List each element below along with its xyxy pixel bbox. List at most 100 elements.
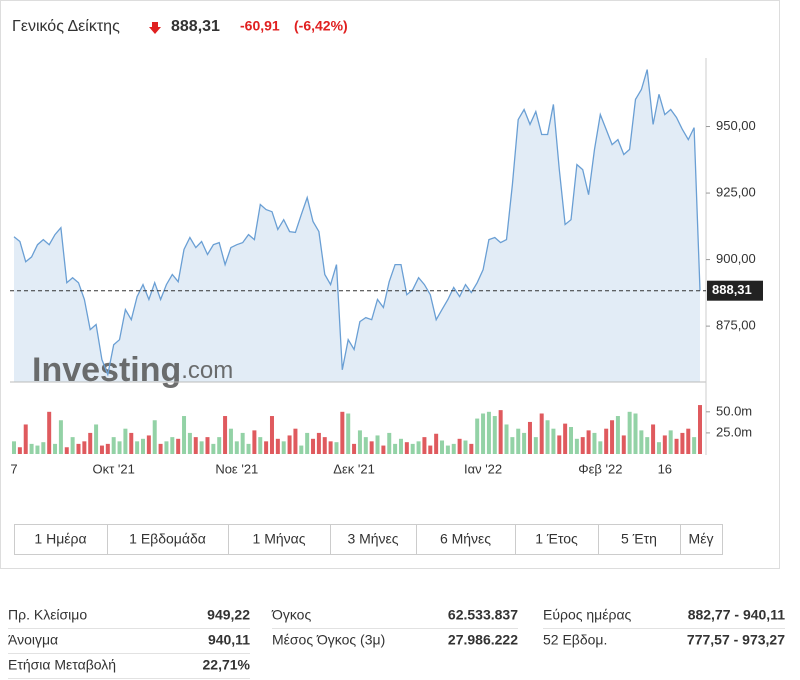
range-button-box[interactable] [515, 524, 599, 555]
range-button[interactable]: 5 Έτη [598, 524, 681, 555]
stat-label: 52 Εβδομ. [543, 632, 607, 648]
volume-bar [269, 416, 274, 454]
volume-bar [311, 438, 316, 454]
volume-bar [99, 445, 104, 454]
range-button[interactable]: 3 Μήνες [330, 524, 417, 555]
current-price-label: 888,31 [712, 282, 752, 297]
volume-bar [328, 441, 333, 454]
stat-value: 62.533.837 [448, 607, 518, 623]
volume-bar [305, 432, 310, 454]
volume-bar [698, 405, 702, 454]
range-button-box[interactable] [416, 524, 516, 555]
volume-bar [246, 443, 251, 454]
volume-bar [105, 443, 110, 454]
volume-bar [82, 441, 87, 454]
current-price-tag [707, 280, 763, 301]
volume-bar [445, 445, 450, 454]
range-button-box[interactable] [107, 524, 229, 555]
volume-bar [633, 413, 638, 454]
volume-bar [12, 441, 16, 454]
volume-bar [574, 438, 579, 454]
range-button[interactable]: 1 Ημέρα [14, 524, 108, 555]
range-button[interactable]: 1 Μήνας [228, 524, 331, 555]
range-button-label[interactable]: 1 Έτος [535, 531, 578, 547]
x-tick-label: 16 [658, 461, 672, 476]
watermark: Investing.com [32, 351, 233, 389]
stat-label: Πρ. Κλείσιμο [8, 607, 87, 623]
volume-bar [522, 432, 527, 454]
volume-bar [193, 437, 198, 454]
volume-bar [486, 411, 491, 454]
volume-bar [393, 443, 398, 454]
volume-bar [41, 442, 46, 454]
volume-bar [475, 418, 480, 454]
volume-bar [340, 411, 345, 454]
volume-bar [621, 435, 626, 454]
volume-bar [53, 443, 58, 454]
price-area [14, 69, 700, 382]
range-button[interactable]: 1 Έτος [515, 524, 599, 555]
range-button-label[interactable]: 1 Ημέρα [34, 531, 86, 547]
volume-bar [117, 441, 122, 454]
range-button-label[interactable]: 3 Μήνες [347, 531, 398, 547]
stat-label: Μέσος Όγκος (3μ) [272, 632, 385, 648]
volume-bar [223, 416, 228, 454]
volume-bar [293, 428, 298, 454]
stat-value: 940,11 [208, 632, 250, 648]
range-button-box[interactable] [680, 524, 723, 555]
range-button-label[interactable]: 5 Έτη [621, 531, 657, 547]
volume-bar [352, 443, 357, 454]
range-button-box[interactable] [14, 524, 108, 555]
volume-bar [422, 437, 427, 454]
x-tick-label: Ιαν '22 [464, 461, 502, 476]
volume-bar [539, 413, 544, 454]
range-button-box[interactable] [598, 524, 681, 555]
volume-bar [35, 445, 40, 454]
volume-bar [88, 432, 93, 454]
volume-bar [23, 424, 28, 454]
volume-bar [551, 428, 556, 454]
stat-value: 777,57 - 973,27 [687, 632, 785, 648]
range-button-label[interactable]: 6 Μήνες [440, 531, 491, 547]
volume-bar [228, 428, 233, 454]
volume-bar [569, 427, 574, 454]
range-button[interactable]: 6 Μήνες [416, 524, 516, 555]
volume-bar [199, 441, 204, 454]
volume-bar [510, 437, 515, 454]
range-button-label[interactable]: Μέγ [689, 531, 714, 547]
volume-bar [416, 441, 421, 454]
range-button[interactable]: 1 Εβδομάδα [107, 524, 229, 555]
volume-bar [586, 430, 591, 454]
volume-bar [457, 438, 462, 454]
volume-bar [434, 433, 439, 454]
volume-bar [410, 443, 415, 454]
change-percent: (-6,42%) [294, 18, 348, 34]
volume-bar [170, 437, 175, 454]
volume-bar [211, 443, 216, 454]
volume-bar [322, 437, 327, 454]
volume-bar [545, 420, 550, 454]
range-button-label[interactable]: 1 Εβδομάδα [129, 531, 206, 547]
x-tick-label: Φεβ '22 [578, 461, 622, 476]
volume-bar [64, 447, 69, 454]
volume-bar [375, 435, 380, 454]
volume-bar [610, 420, 615, 454]
stat-value: 882,77 - 940,11 [688, 607, 786, 623]
volume-bar [234, 441, 239, 454]
volume-bar [662, 435, 667, 454]
range-button-box[interactable] [330, 524, 417, 555]
stat-value: 27.986.222 [448, 632, 518, 648]
volume-bar [111, 437, 116, 454]
volume-bar [217, 437, 222, 454]
volume-bar [187, 432, 192, 454]
change: -60,91 [240, 18, 280, 34]
volume-bar [498, 410, 503, 454]
volume-bar [686, 428, 691, 454]
range-button-label[interactable]: 1 Μήνας [253, 531, 306, 547]
range-button[interactable]: Μέγ [680, 524, 723, 555]
volume-bar [264, 441, 269, 454]
volume-bar [158, 443, 163, 454]
volume-bar [680, 432, 685, 454]
volume-bar [182, 416, 187, 454]
volume-bar [176, 438, 181, 454]
